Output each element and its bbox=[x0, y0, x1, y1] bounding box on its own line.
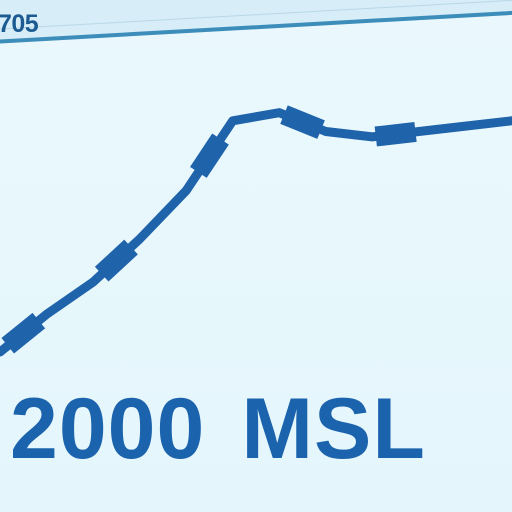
footer-value: 2000 bbox=[10, 381, 206, 477]
data-point-marker bbox=[190, 133, 229, 178]
series-layer bbox=[0, 105, 512, 357]
footer-label: 2000 MSL bbox=[10, 386, 426, 472]
footer-unit: MSL bbox=[241, 381, 426, 477]
data-point-marker bbox=[280, 105, 325, 139]
data-point-marker bbox=[1, 312, 46, 354]
data-point-marker bbox=[94, 239, 138, 282]
header-label: 705 bbox=[0, 10, 39, 38]
data-point-marker bbox=[374, 121, 417, 147]
series-line bbox=[0, 108, 512, 357]
